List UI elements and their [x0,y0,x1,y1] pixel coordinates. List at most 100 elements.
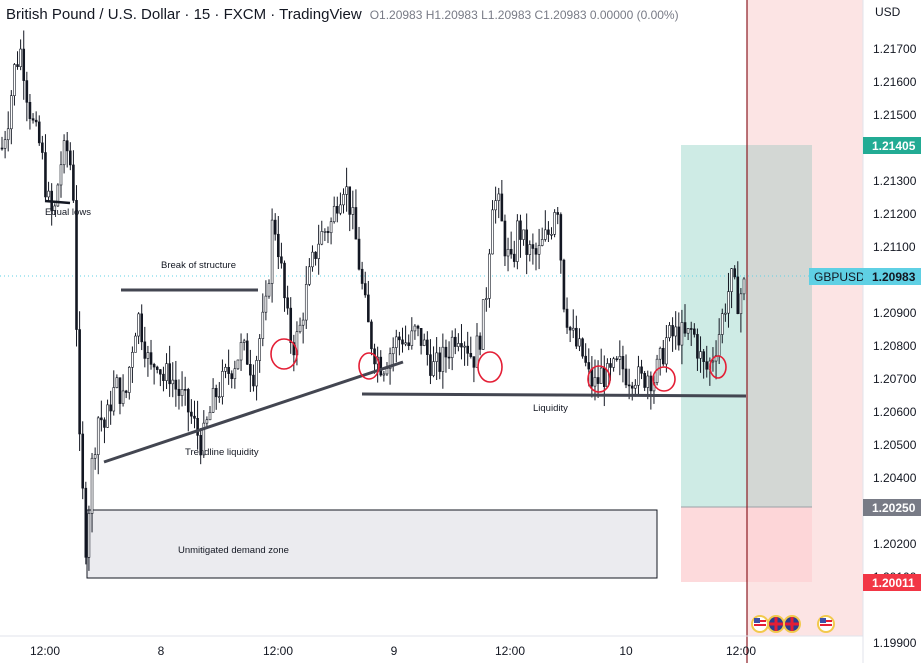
uk-flag-icon[interactable] [817,615,835,633]
y-tick-label: 1.21200 [873,207,917,221]
symbol-title[interactable]: British Pound / U.S. Dollar · 15 · FXCM … [6,6,362,23]
candle [367,280,370,323]
x-tick-label: 12:00 [263,644,293,658]
candle [696,328,699,371]
candle [637,355,640,396]
candle [31,113,35,124]
candle [252,364,255,392]
target-badge-text: 1.21405 [872,139,916,153]
candle [472,356,476,383]
x-axis-ticks: 12:00 8 12:00 9 12:00 10 12:00 [30,644,756,658]
liquidity-markers [270,338,727,393]
candle [562,258,566,313]
candle [190,399,193,424]
candle [208,406,212,421]
candle [407,334,411,351]
candle [435,337,438,381]
candle [516,214,519,270]
candle [65,132,69,168]
candle [134,332,137,353]
marker-circle [358,352,380,380]
candle [413,324,417,340]
candle [13,63,16,106]
candle [565,297,569,334]
last-price-badge [863,268,921,285]
candle [59,151,63,198]
candle [398,331,401,356]
y-tick-label: 1.21600 [873,75,917,89]
candle [540,227,544,247]
marker-circle [652,366,676,392]
x-tick-label: 12:00 [30,644,60,658]
candle [590,356,594,398]
candle [34,111,38,127]
candle [270,208,274,303]
candle [357,226,361,271]
candle [109,390,112,425]
candle [53,203,57,216]
x-tick-label: 12:00 [726,644,756,658]
symbol-badge[interactable] [809,268,863,285]
liquidity-line[interactable] [361,392,747,398]
candle [47,181,50,202]
candle [131,346,134,383]
x-tick-label: 12:00 [495,644,525,658]
candle [351,190,355,230]
candle [115,374,119,389]
candle [500,179,504,222]
price-axis[interactable] [863,0,924,663]
us-flag-icon[interactable] [751,615,769,633]
candle [75,185,78,347]
demand-zone[interactable] [86,509,658,579]
candle [311,245,314,272]
candle [329,217,333,245]
candle [575,315,578,350]
y-tick-label: 1.20400 [873,471,917,485]
candle [245,333,249,365]
candle [547,221,550,243]
candle [382,371,386,382]
candle [497,187,501,219]
target-badge [863,137,921,154]
candle [661,339,665,367]
candle [159,369,162,387]
candle [19,39,22,71]
candle [193,400,196,429]
candle [304,266,308,329]
candle [643,370,646,392]
equal-lows-line[interactable] [44,199,71,205]
candle [196,400,199,450]
candle [146,345,150,377]
chart-header: British Pound / U.S. Dollar · 15 · FXCM … [6,6,679,23]
candle [693,323,696,338]
candle [720,308,724,344]
candle [242,338,246,351]
candle [103,417,106,444]
candle [41,135,44,160]
candle [556,207,560,225]
candle [140,304,144,351]
candle [674,311,677,350]
candle [298,317,302,334]
candle [292,334,296,372]
candle [528,240,532,262]
candle [6,111,10,152]
uk-flag-icon[interactable] [767,615,785,633]
candle [475,323,479,368]
candle [360,261,364,290]
candle [308,258,311,287]
candle [286,285,289,315]
economic-events[interactable] [751,615,835,633]
candle [317,224,320,275]
candle [186,387,190,432]
x-tick-label: 9 [391,644,398,658]
candle [214,384,218,410]
candle [264,280,268,321]
candle [683,304,687,337]
marker-circle [709,355,727,379]
candle [155,365,159,374]
trendline[interactable] [103,360,404,464]
candle [618,340,622,376]
uk-flag-icon[interactable] [783,615,801,633]
